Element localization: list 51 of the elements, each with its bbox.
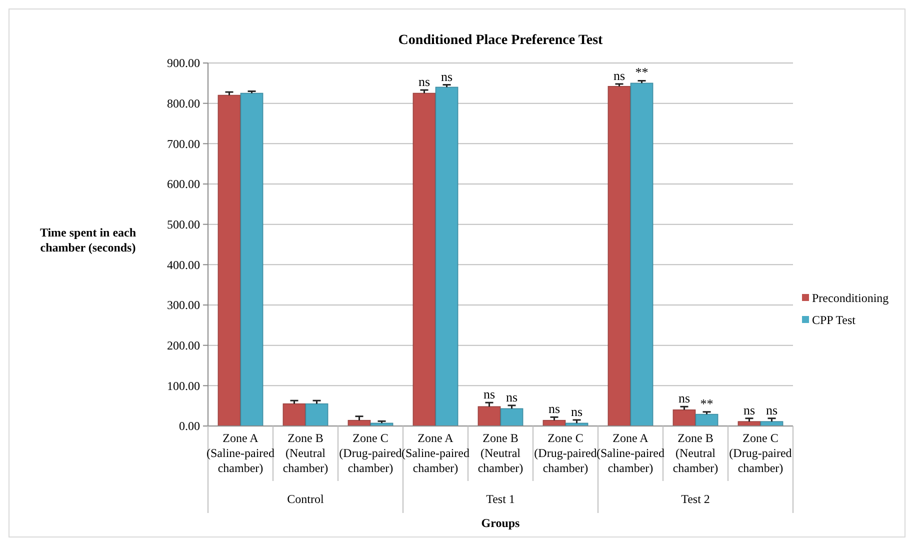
y-tick-label: 400.00	[167, 258, 200, 272]
data-label: ns	[678, 390, 690, 406]
data-label: ns	[440, 68, 453, 84]
x-axis-title: Groups	[481, 516, 520, 530]
x-tick-label: Zone B (Neutral chamber)	[478, 431, 524, 475]
x-tick-label: Zone B (Neutral chamber)	[282, 431, 328, 475]
text: Control	[287, 492, 324, 506]
y-tick-label: 500.00	[167, 218, 200, 232]
data-label: ns	[570, 404, 583, 419]
x-tick-label: Zone C (Drug-paired chamber)	[729, 431, 792, 475]
x-tick-label: Zone A (Saline-paired chamber)	[206, 431, 274, 475]
bar	[478, 406, 501, 426]
x-tick-label: Zone C (Drug-paired chamber)	[534, 431, 597, 475]
text: Test 1	[486, 492, 515, 506]
legend-label: Preconditioning	[812, 291, 889, 306]
text: Test 2	[681, 492, 710, 506]
data-label: ns	[506, 389, 518, 404]
bar	[240, 92, 264, 426]
chart-title: Conditioned Place Preference Test	[398, 33, 604, 48]
y-tick-label: 700.00	[167, 136, 200, 151]
data-label: ns	[418, 74, 430, 90]
y-tick-label: 900.00	[167, 56, 200, 70]
y-tick-label: 800.00	[167, 96, 200, 111]
y-tick-label: 600.00	[167, 177, 200, 192]
data-label: ns	[483, 386, 496, 402]
bar	[695, 414, 718, 426]
bar	[218, 94, 241, 426]
legend-label: CPP Test	[812, 313, 856, 328]
bar	[500, 408, 524, 426]
data-label: **	[635, 64, 648, 80]
bar	[305, 403, 328, 426]
bar	[282, 403, 306, 426]
y-axis-title: Time spent in each chamber (seconds)	[40, 226, 136, 254]
data-label: ns	[766, 402, 778, 418]
y-tick-label: 0.00	[179, 419, 200, 434]
bar	[435, 86, 458, 426]
y-tick-label: 100.00	[167, 378, 200, 393]
bar	[608, 86, 631, 426]
x-tick-label: Zone B (Neutral chamber)	[672, 431, 718, 475]
bar	[412, 92, 436, 426]
y-tick-label: 200.00	[167, 338, 200, 353]
data-label: ns	[613, 68, 626, 83]
y-tick-label: 300.00	[167, 298, 200, 312]
bar	[672, 409, 696, 426]
x-tick-label: Zone A (Saline-paired chamber)	[596, 431, 664, 475]
bar	[630, 82, 654, 426]
data-label: ns	[743, 402, 756, 418]
x-tick-label: Zone A (Saline-paired chamber)	[402, 431, 470, 475]
data-label: **	[700, 396, 714, 411]
data-label: ns	[548, 401, 560, 416]
x-tick-label: Zone C (Drug-paired chamber)	[339, 431, 402, 475]
